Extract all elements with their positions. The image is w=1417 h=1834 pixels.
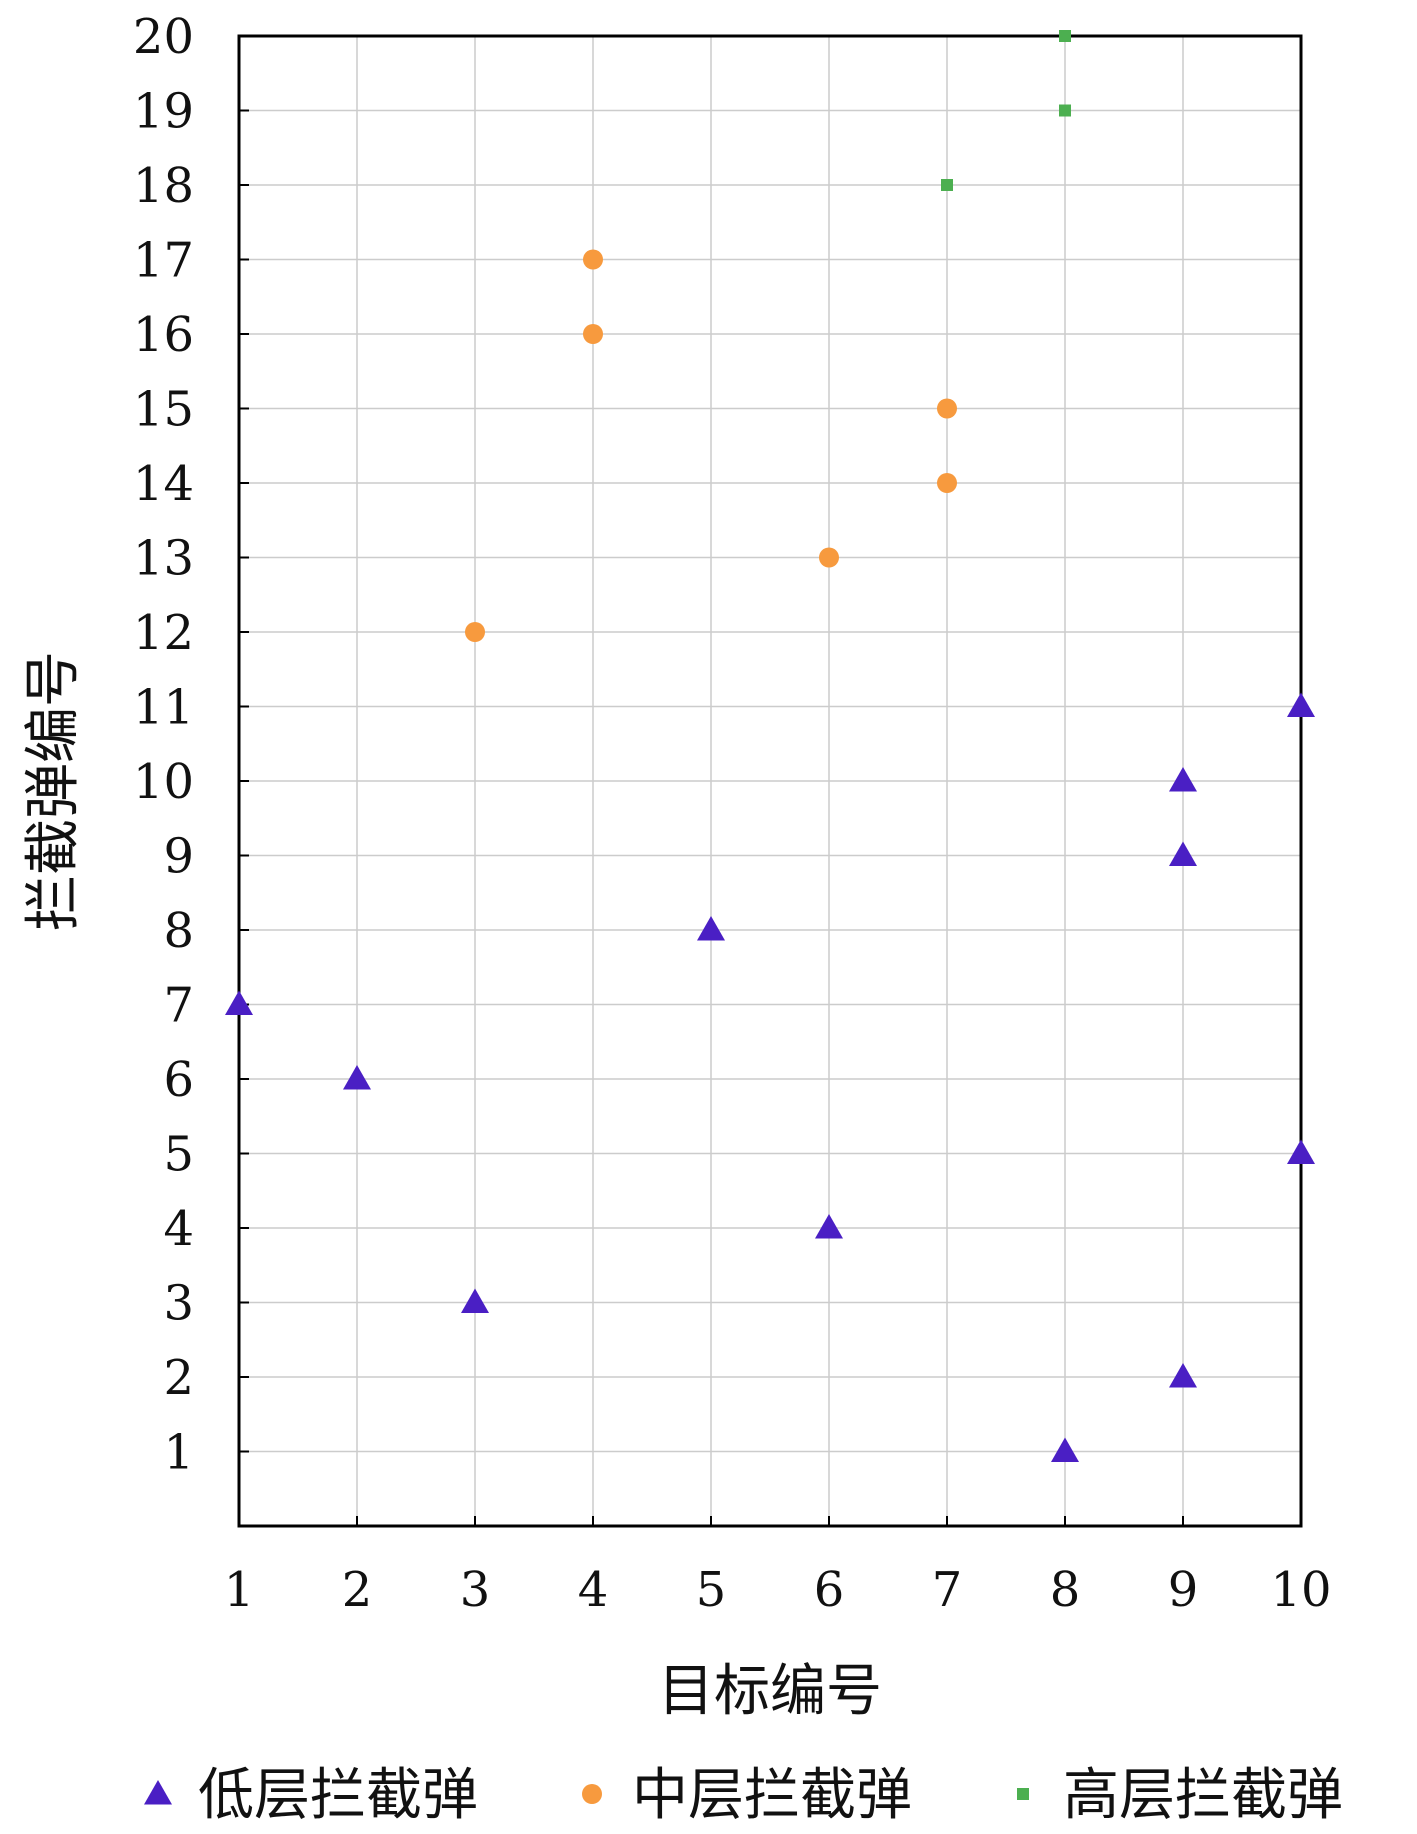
data-point-triangle: [343, 1065, 371, 1090]
legend: 低层拦截弹 中层拦截弹 高层拦截弹: [144, 1763, 1343, 1828]
y-tick-label: 8: [163, 903, 194, 959]
data-point-triangle: [1287, 1139, 1315, 1164]
legend-marker-square: [1017, 1788, 1029, 1800]
x-tick-label: 2: [342, 1562, 373, 1618]
y-tick-label: 19: [133, 84, 194, 140]
grid-lines: [238, 35, 1302, 1526]
y-tick-label: 16: [133, 307, 194, 363]
x-tick-labels: 1 2 3 4 5 6 7 8 9 10: [224, 1562, 1332, 1618]
data-point-triangle: [697, 916, 725, 941]
y-tick-label: 20: [133, 9, 194, 65]
x-tick-label: 1: [224, 1562, 255, 1618]
x-axis-title: 目标编号: [658, 1659, 882, 1724]
data-point-square: [1059, 104, 1071, 117]
x-tick-label: 5: [696, 1562, 727, 1618]
y-tick-label: 9: [163, 829, 194, 885]
x-tick-label: 9: [1168, 1562, 1199, 1618]
y-axis-title: 拦截弹编号: [21, 651, 86, 931]
y-tick-label: 2: [163, 1350, 194, 1406]
x-tick-label: 4: [578, 1562, 609, 1618]
x-tick-label: 6: [814, 1562, 845, 1618]
data-point-triangle: [1169, 767, 1197, 792]
y-tick-label: 12: [133, 605, 194, 661]
data-point-triangle: [815, 1214, 843, 1239]
legend-marker-circle: [582, 1784, 602, 1804]
legend-label: 高层拦截弹: [1063, 1763, 1343, 1828]
data-point-circle: [937, 473, 957, 493]
legend-item: 中层拦截弹: [582, 1763, 912, 1828]
legend-marker-triangle: [144, 1780, 172, 1805]
data-point-triangle: [461, 1288, 489, 1313]
data-point-circle: [465, 622, 485, 642]
x-tick-label: 10: [1270, 1562, 1331, 1618]
data-point-circle: [583, 324, 603, 344]
y-tick-label: 1: [163, 1425, 194, 1481]
y-tick-label: 13: [133, 531, 194, 587]
legend-label: 中层拦截弹: [632, 1763, 912, 1828]
axes: [237, 34, 1303, 1528]
x-tick-label: 3: [460, 1562, 491, 1618]
y-tick-label: 6: [163, 1052, 194, 1108]
legend-item: 高层拦截弹: [1017, 1763, 1343, 1828]
data-point-circle: [937, 398, 957, 419]
data-point-square: [1059, 30, 1071, 42]
data-point-triangle: [225, 990, 253, 1015]
y-tick-label: 10: [133, 754, 194, 810]
y-tick-label: 18: [133, 158, 194, 214]
data-point-circle: [583, 249, 603, 270]
data-points: [225, 30, 1315, 1462]
x-tick-label: 8: [1050, 1562, 1081, 1618]
y-tick-label: 14: [133, 456, 194, 512]
y-tick-label: 17: [133, 233, 194, 289]
data-point-triangle: [1051, 1437, 1079, 1462]
y-tick-label: 15: [133, 382, 194, 438]
legend-item: 低层拦截弹: [144, 1763, 478, 1828]
data-point-triangle: [1169, 841, 1197, 866]
data-point-triangle: [1169, 1363, 1197, 1388]
legend-label: 低层拦截弹: [198, 1763, 478, 1828]
y-tick-label: 3: [163, 1276, 194, 1332]
y-tick-label: 11: [133, 680, 194, 736]
y-tick-label: 5: [163, 1127, 194, 1183]
x-tick-label: 7: [932, 1562, 963, 1618]
data-point-circle: [819, 547, 839, 568]
y-tick-label: 7: [163, 978, 194, 1034]
data-point-square: [941, 179, 953, 191]
y-tick-label: 4: [163, 1201, 194, 1257]
data-point-triangle: [1287, 692, 1315, 717]
